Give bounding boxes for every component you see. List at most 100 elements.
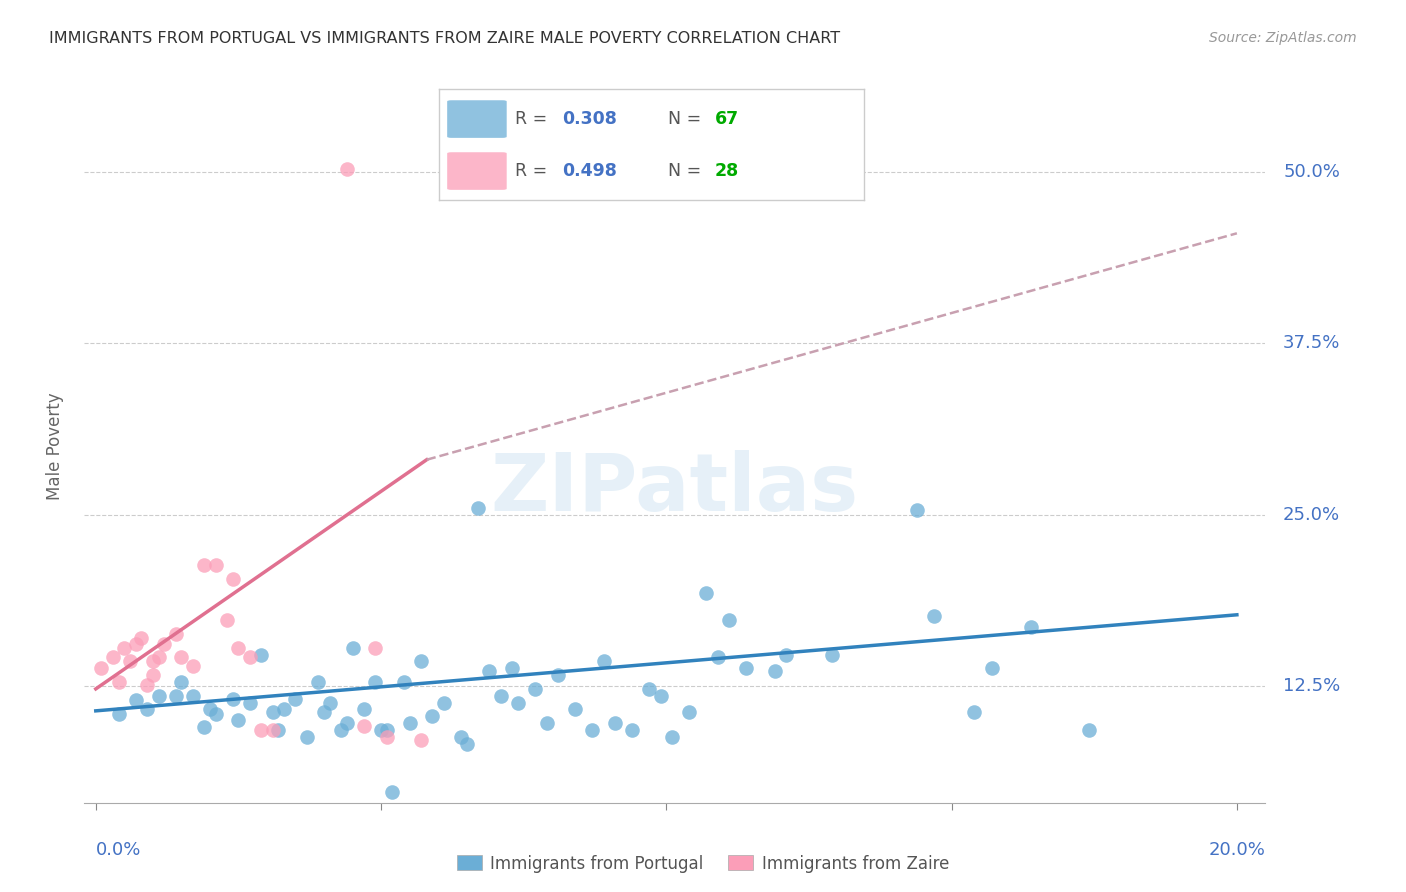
Point (506, 696, 529, 710)
Point (131, 631, 153, 645)
Point (193, 720, 215, 734)
Point (763, 664, 786, 678)
Point (1077, 723, 1099, 737)
Point (336, 716, 359, 731)
Point (547, 668, 569, 682)
Point (661, 730, 683, 744)
Point (312, 705, 335, 719)
Point (603, 716, 626, 731)
Text: 0.0%: 0.0% (96, 841, 141, 859)
Text: 50.0%: 50.0% (1284, 162, 1340, 180)
Point (204, 558, 226, 573)
Point (228, 640, 250, 655)
Text: 12.5%: 12.5% (1284, 677, 1340, 695)
Point (718, 613, 741, 627)
Point (90, 661, 112, 675)
Point (125, 637, 148, 651)
Point (170, 675, 193, 690)
Point (433, 696, 456, 710)
Point (706, 650, 728, 665)
Point (262, 723, 284, 737)
Point (364, 675, 387, 690)
Point (564, 702, 586, 716)
Point (478, 664, 501, 678)
Point (165, 627, 187, 641)
Point (107, 706, 129, 721)
Text: IMMIGRANTS FROM PORTUGAL VS IMMIGRANTS FROM ZAIRE MALE POVERTY CORRELATION CHART: IMMIGRANTS FROM PORTUGAL VS IMMIGRANTS F… (49, 31, 841, 46)
Point (250, 723, 273, 737)
Point (678, 705, 700, 719)
Point (204, 706, 226, 721)
Y-axis label: Male Poverty: Male Poverty (45, 392, 63, 500)
Point (1021, 620, 1043, 634)
Point (353, 719, 375, 733)
Point (307, 675, 329, 690)
Point (148, 689, 170, 703)
Point (467, 500, 489, 515)
Point (342, 640, 364, 655)
Text: Source: ZipAtlas.com: Source: ZipAtlas.com (1209, 31, 1357, 45)
Point (170, 650, 193, 665)
Point (222, 691, 245, 706)
Point (142, 655, 165, 669)
Point (422, 709, 444, 723)
Point (456, 737, 478, 751)
Point (193, 558, 215, 573)
Point (239, 650, 262, 665)
Point (375, 723, 398, 737)
Point (353, 702, 375, 716)
Point (112, 640, 135, 655)
Point (250, 648, 273, 662)
Point (136, 678, 159, 692)
Point (125, 693, 148, 707)
Point (581, 723, 603, 737)
Point (409, 732, 432, 747)
Point (198, 702, 221, 716)
Point (222, 572, 245, 586)
Point (267, 723, 290, 737)
Point (136, 702, 159, 716)
Point (501, 661, 523, 675)
Point (735, 661, 758, 675)
Point (392, 675, 415, 690)
Point (695, 586, 717, 600)
Point (148, 650, 170, 665)
Point (980, 661, 1002, 675)
Point (215, 613, 238, 627)
Point (375, 730, 398, 744)
Point (650, 689, 672, 703)
Point (409, 655, 432, 669)
Point (273, 702, 295, 716)
Point (336, 161, 359, 176)
Point (262, 705, 284, 719)
Point (381, 785, 404, 799)
Point (621, 723, 644, 737)
Point (536, 716, 558, 731)
Text: ZIPatlas: ZIPatlas (491, 450, 859, 528)
Point (318, 696, 340, 710)
Point (228, 714, 250, 728)
Point (107, 675, 129, 690)
Point (524, 681, 547, 696)
Point (330, 723, 353, 737)
Point (181, 689, 204, 703)
Point (398, 716, 420, 731)
Text: 20.0%: 20.0% (1209, 841, 1265, 859)
Point (905, 503, 928, 517)
Point (963, 705, 986, 719)
Point (295, 730, 318, 744)
Point (153, 637, 176, 651)
Point (450, 730, 472, 744)
Point (101, 650, 124, 665)
Point (489, 689, 512, 703)
Point (638, 681, 661, 696)
Point (364, 640, 387, 655)
Point (775, 648, 797, 662)
Text: 25.0%: 25.0% (1284, 506, 1340, 524)
Point (284, 691, 307, 706)
Point (142, 668, 165, 682)
Point (118, 655, 141, 669)
Point (924, 609, 946, 624)
Point (239, 696, 262, 710)
Point (181, 658, 204, 673)
